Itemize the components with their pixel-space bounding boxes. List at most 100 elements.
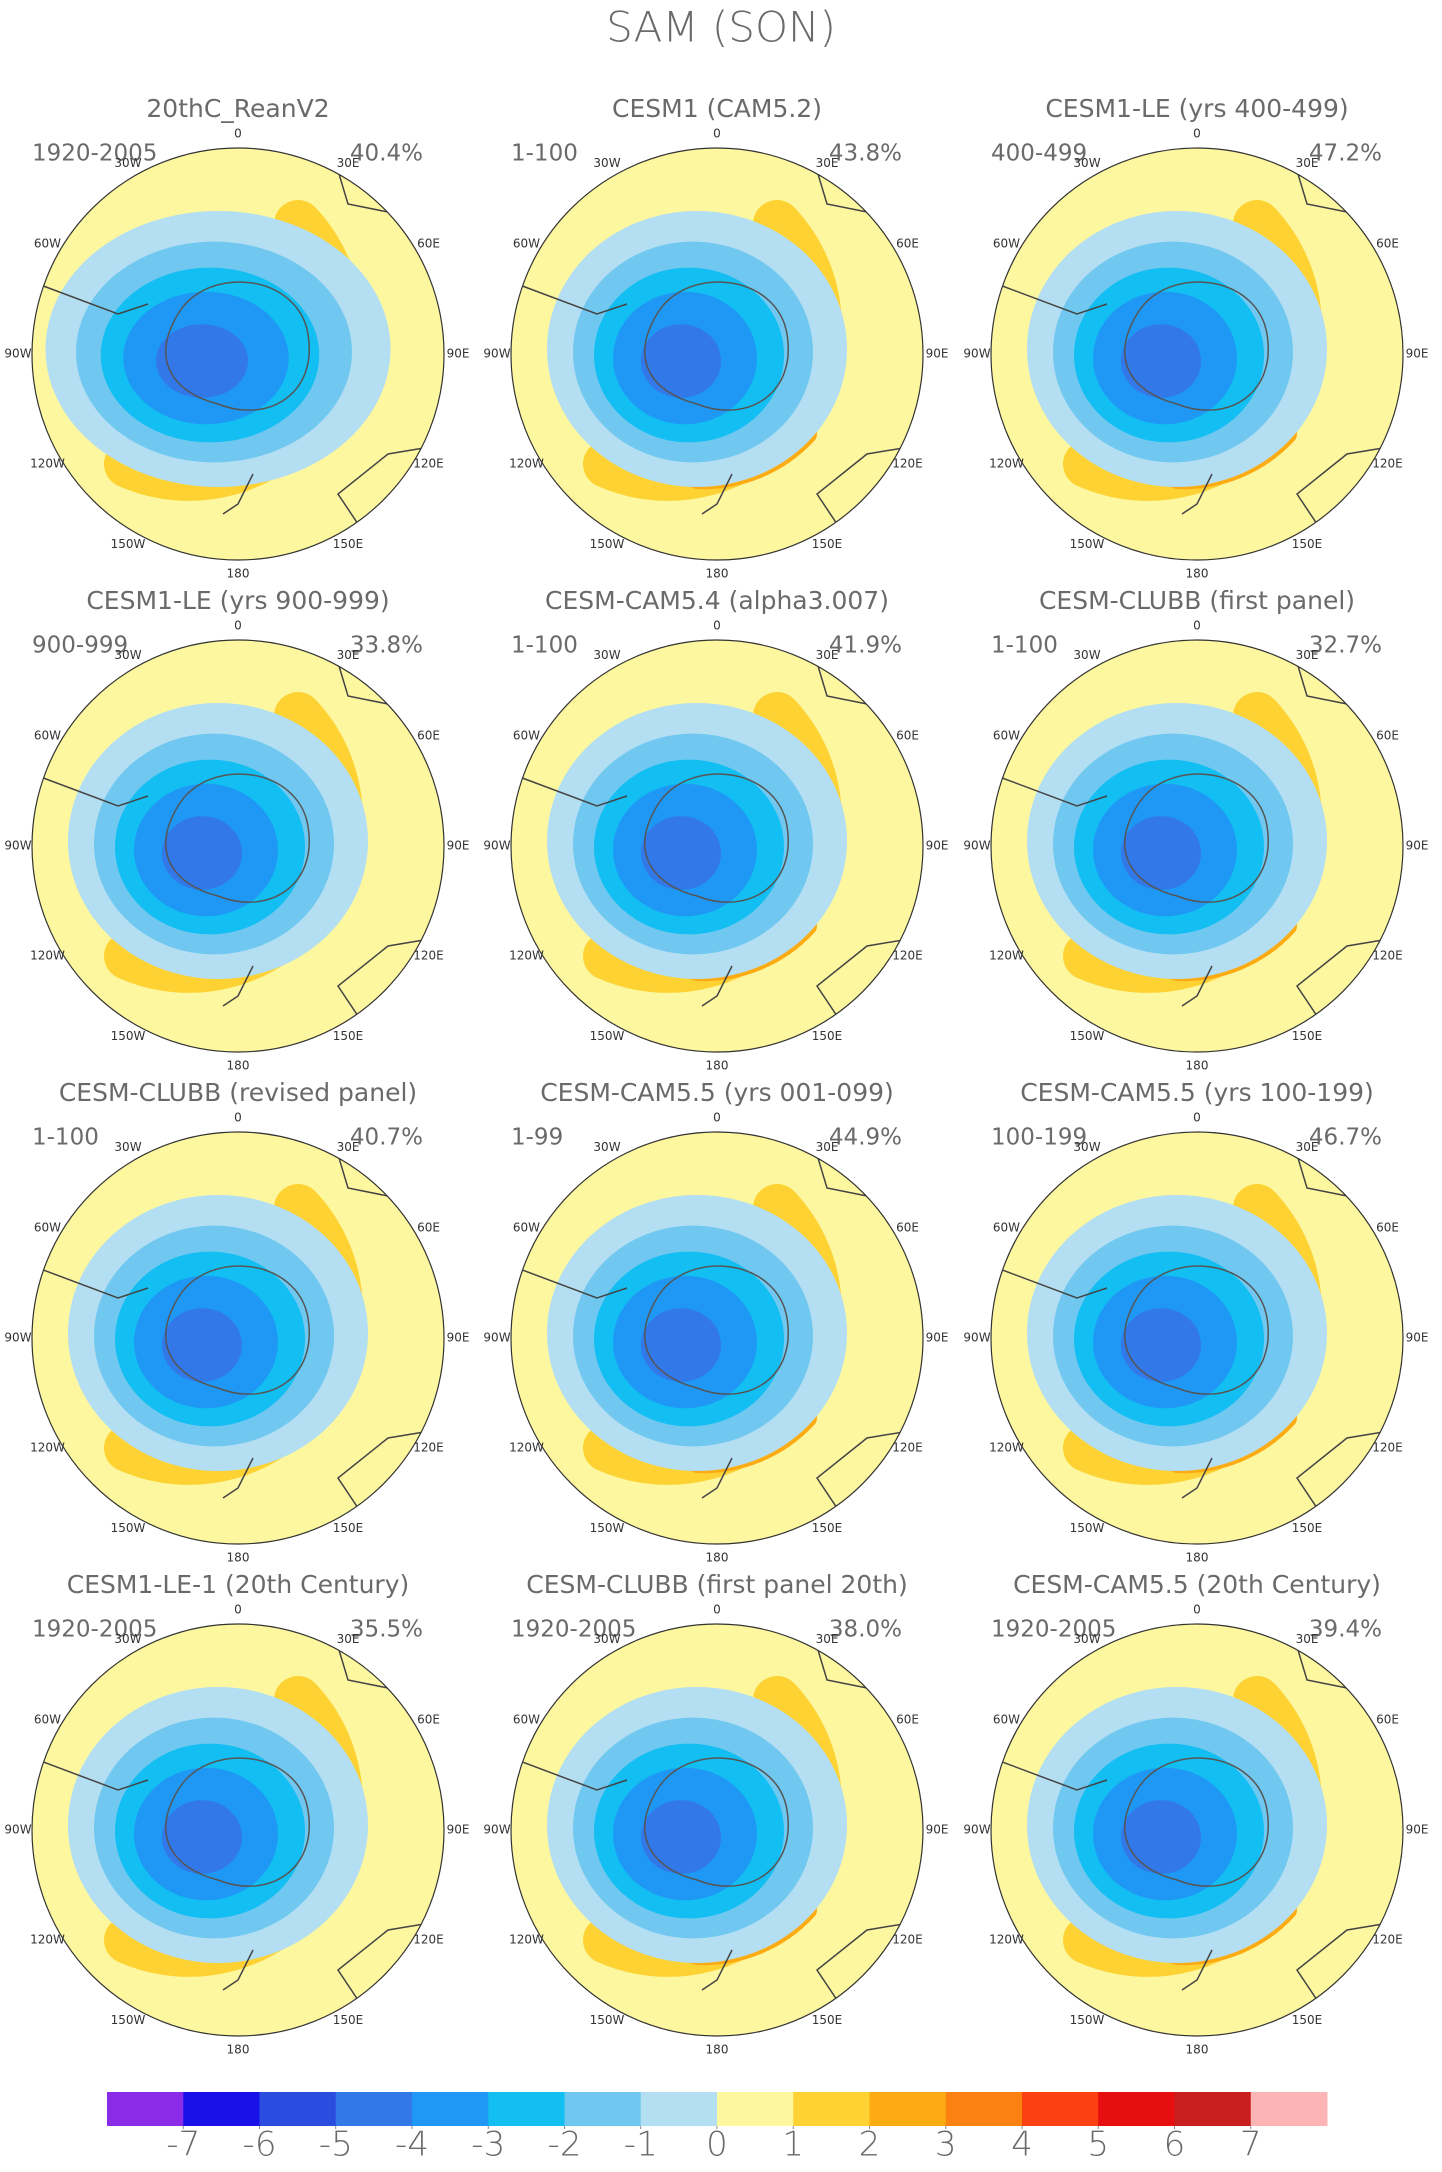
longitude-label: 30E <box>816 648 839 662</box>
panel-variance: 47.2% <box>1309 141 1382 167</box>
longitude-label: 150E <box>1292 1029 1323 1043</box>
longitude-label: 60W <box>993 1713 1020 1727</box>
panel-period: 1920-2005 <box>32 141 157 167</box>
map-boundary <box>510 1623 924 2037</box>
longitude-label: 90E <box>447 1823 470 1837</box>
panel-period: 1-100 <box>991 633 1058 659</box>
colorbar-swatch <box>564 2092 642 2126</box>
longitude-label: 150E <box>333 1029 364 1043</box>
panel-period: 1-99 <box>511 1125 563 1151</box>
panel-variance: 39.4% <box>1309 1617 1382 1643</box>
panel-period: 1920-2005 <box>511 1617 636 1643</box>
longitude-label: 90W <box>483 839 510 853</box>
new-zealand-coast <box>1181 1457 1213 1499</box>
panel-title: CESM-CAM5.5 (yrs 001-099) <box>540 1078 894 1107</box>
map-field <box>32 640 444 1052</box>
colorbar-swatch <box>1250 2092 1328 2126</box>
colorbar-label: 5 <box>1087 2125 1109 2165</box>
colorbar-label: -3 <box>471 2125 505 2165</box>
map-panel: CESM-CAM5.5 (20th Century) 1920-2005 39.4%… <box>963 1570 1428 2057</box>
longitude-label: 90W <box>4 347 31 361</box>
longitude-label: 150E <box>1292 1521 1323 1535</box>
longitude-label: 180 <box>706 567 729 581</box>
longitude-label: 120E <box>892 949 923 963</box>
longitude-label: 30E <box>816 156 839 170</box>
longitude-label: 60W <box>34 729 61 743</box>
longitude-label: 180 <box>1186 2043 1209 2057</box>
longitude-label: 90E <box>1406 1331 1429 1345</box>
longitude-label: 150W <box>1070 1521 1105 1535</box>
longitude-label: 0 <box>713 1111 721 1125</box>
longitude-label: 150E <box>1292 537 1323 551</box>
colorbar-label: -6 <box>243 2125 277 2165</box>
map-panel: 20thC_ReanV2 1920-2005 40.4% 0 30E 60E 90E 120E… <box>4 94 469 581</box>
map-panel: CESM1 (CAM5.2) 1-100 43.8% 0 30E 60E 90E 120E 15… <box>483 94 948 581</box>
longitude-label: 30E <box>1296 648 1319 662</box>
longitude-label: 90E <box>447 839 470 853</box>
map-boundary <box>990 147 1404 561</box>
antarctica-coast <box>644 1757 789 1887</box>
map-field <box>511 1132 923 1544</box>
colorbar-label: 6 <box>1164 2125 1186 2165</box>
longitude-label: 150E <box>333 537 364 551</box>
longitude-label: 150W <box>1070 2013 1105 2027</box>
panel-period: 1-100 <box>32 1125 99 1151</box>
longitude-label: 120E <box>413 1441 444 1455</box>
negative-anomaly <box>162 1800 242 1874</box>
new-zealand-coast <box>222 473 254 515</box>
longitude-label: 120E <box>1372 1933 1403 1947</box>
longitude-label: 60E <box>896 237 919 251</box>
panel-title: CESM1 (CAM5.2) <box>612 94 822 123</box>
south-america-coast <box>37 283 149 315</box>
longitude-label: 150E <box>812 2013 843 2027</box>
longitude-label: 120W <box>989 1441 1024 1455</box>
longitude-label: 90E <box>447 1331 470 1345</box>
panel-variance: 40.7% <box>350 1125 423 1151</box>
colorbar-swatch <box>1174 2092 1252 2126</box>
longitude-label: 150W <box>590 1029 625 1043</box>
longitude-label: 150W <box>590 2013 625 2027</box>
longitude-label: 60W <box>513 1713 540 1727</box>
longitude-label: 120W <box>509 1933 544 1947</box>
longitude-label: 180 <box>227 567 250 581</box>
panel-period: 1-100 <box>511 141 578 167</box>
longitude-label: 90E <box>926 839 949 853</box>
colorbar: -7 -6 -5 -4 -3 -2 -1 0 1 2 3 4 5 6 7 <box>107 2092 1328 2165</box>
colorbar-label: -7 <box>166 2125 200 2165</box>
panel-variance: 44.9% <box>829 1125 902 1151</box>
colorbar-swatch <box>1098 2092 1175 2126</box>
map-field <box>991 1624 1403 2036</box>
longitude-label: 60W <box>513 237 540 251</box>
longitude-label: 30W <box>1073 648 1100 662</box>
longitude-label: 90E <box>926 347 949 361</box>
map-panel: CESM1-LE-1 (20th Century) 1920-2005 35.5% 0… <box>4 1570 469 2057</box>
longitude-label: 120E <box>892 1441 923 1455</box>
longitude-label: 150W <box>590 537 625 551</box>
new-zealand-coast <box>701 1949 733 1991</box>
colorbar-label: -1 <box>624 2125 658 2165</box>
longitude-label: 120E <box>892 457 923 471</box>
new-zealand-coast <box>701 1457 733 1499</box>
south-america-coast <box>996 283 1108 315</box>
panel-variance: 32.7% <box>1309 633 1382 659</box>
map-panel: CESM1-LE (yrs 900-999) 900-999 33.8% 0 30E 60… <box>4 586 469 1073</box>
longitude-label: 60E <box>417 1221 440 1235</box>
longitude-label: 150E <box>1292 2013 1323 2027</box>
longitude-label: 90E <box>1406 839 1429 853</box>
colorbar-swatch <box>869 2092 947 2126</box>
colorbar-label: -5 <box>319 2125 353 2165</box>
longitude-label: 60W <box>34 1713 61 1727</box>
south-america-coast <box>996 775 1108 807</box>
longitude-label: 90W <box>483 1331 510 1345</box>
new-zealand-coast <box>222 965 254 1007</box>
colorbar-swatch <box>412 2092 489 2126</box>
longitude-label: 180 <box>1186 1059 1209 1073</box>
map-field <box>32 1624 444 2036</box>
longitude-label: 90E <box>926 1823 949 1837</box>
panel-period: 400-499 <box>991 141 1087 167</box>
panel-title: CESM-CAM5.4 (alpha3.007) <box>545 586 889 615</box>
longitude-label: 60E <box>896 729 919 743</box>
map-field <box>991 148 1403 560</box>
new-zealand-coast <box>222 1457 254 1499</box>
